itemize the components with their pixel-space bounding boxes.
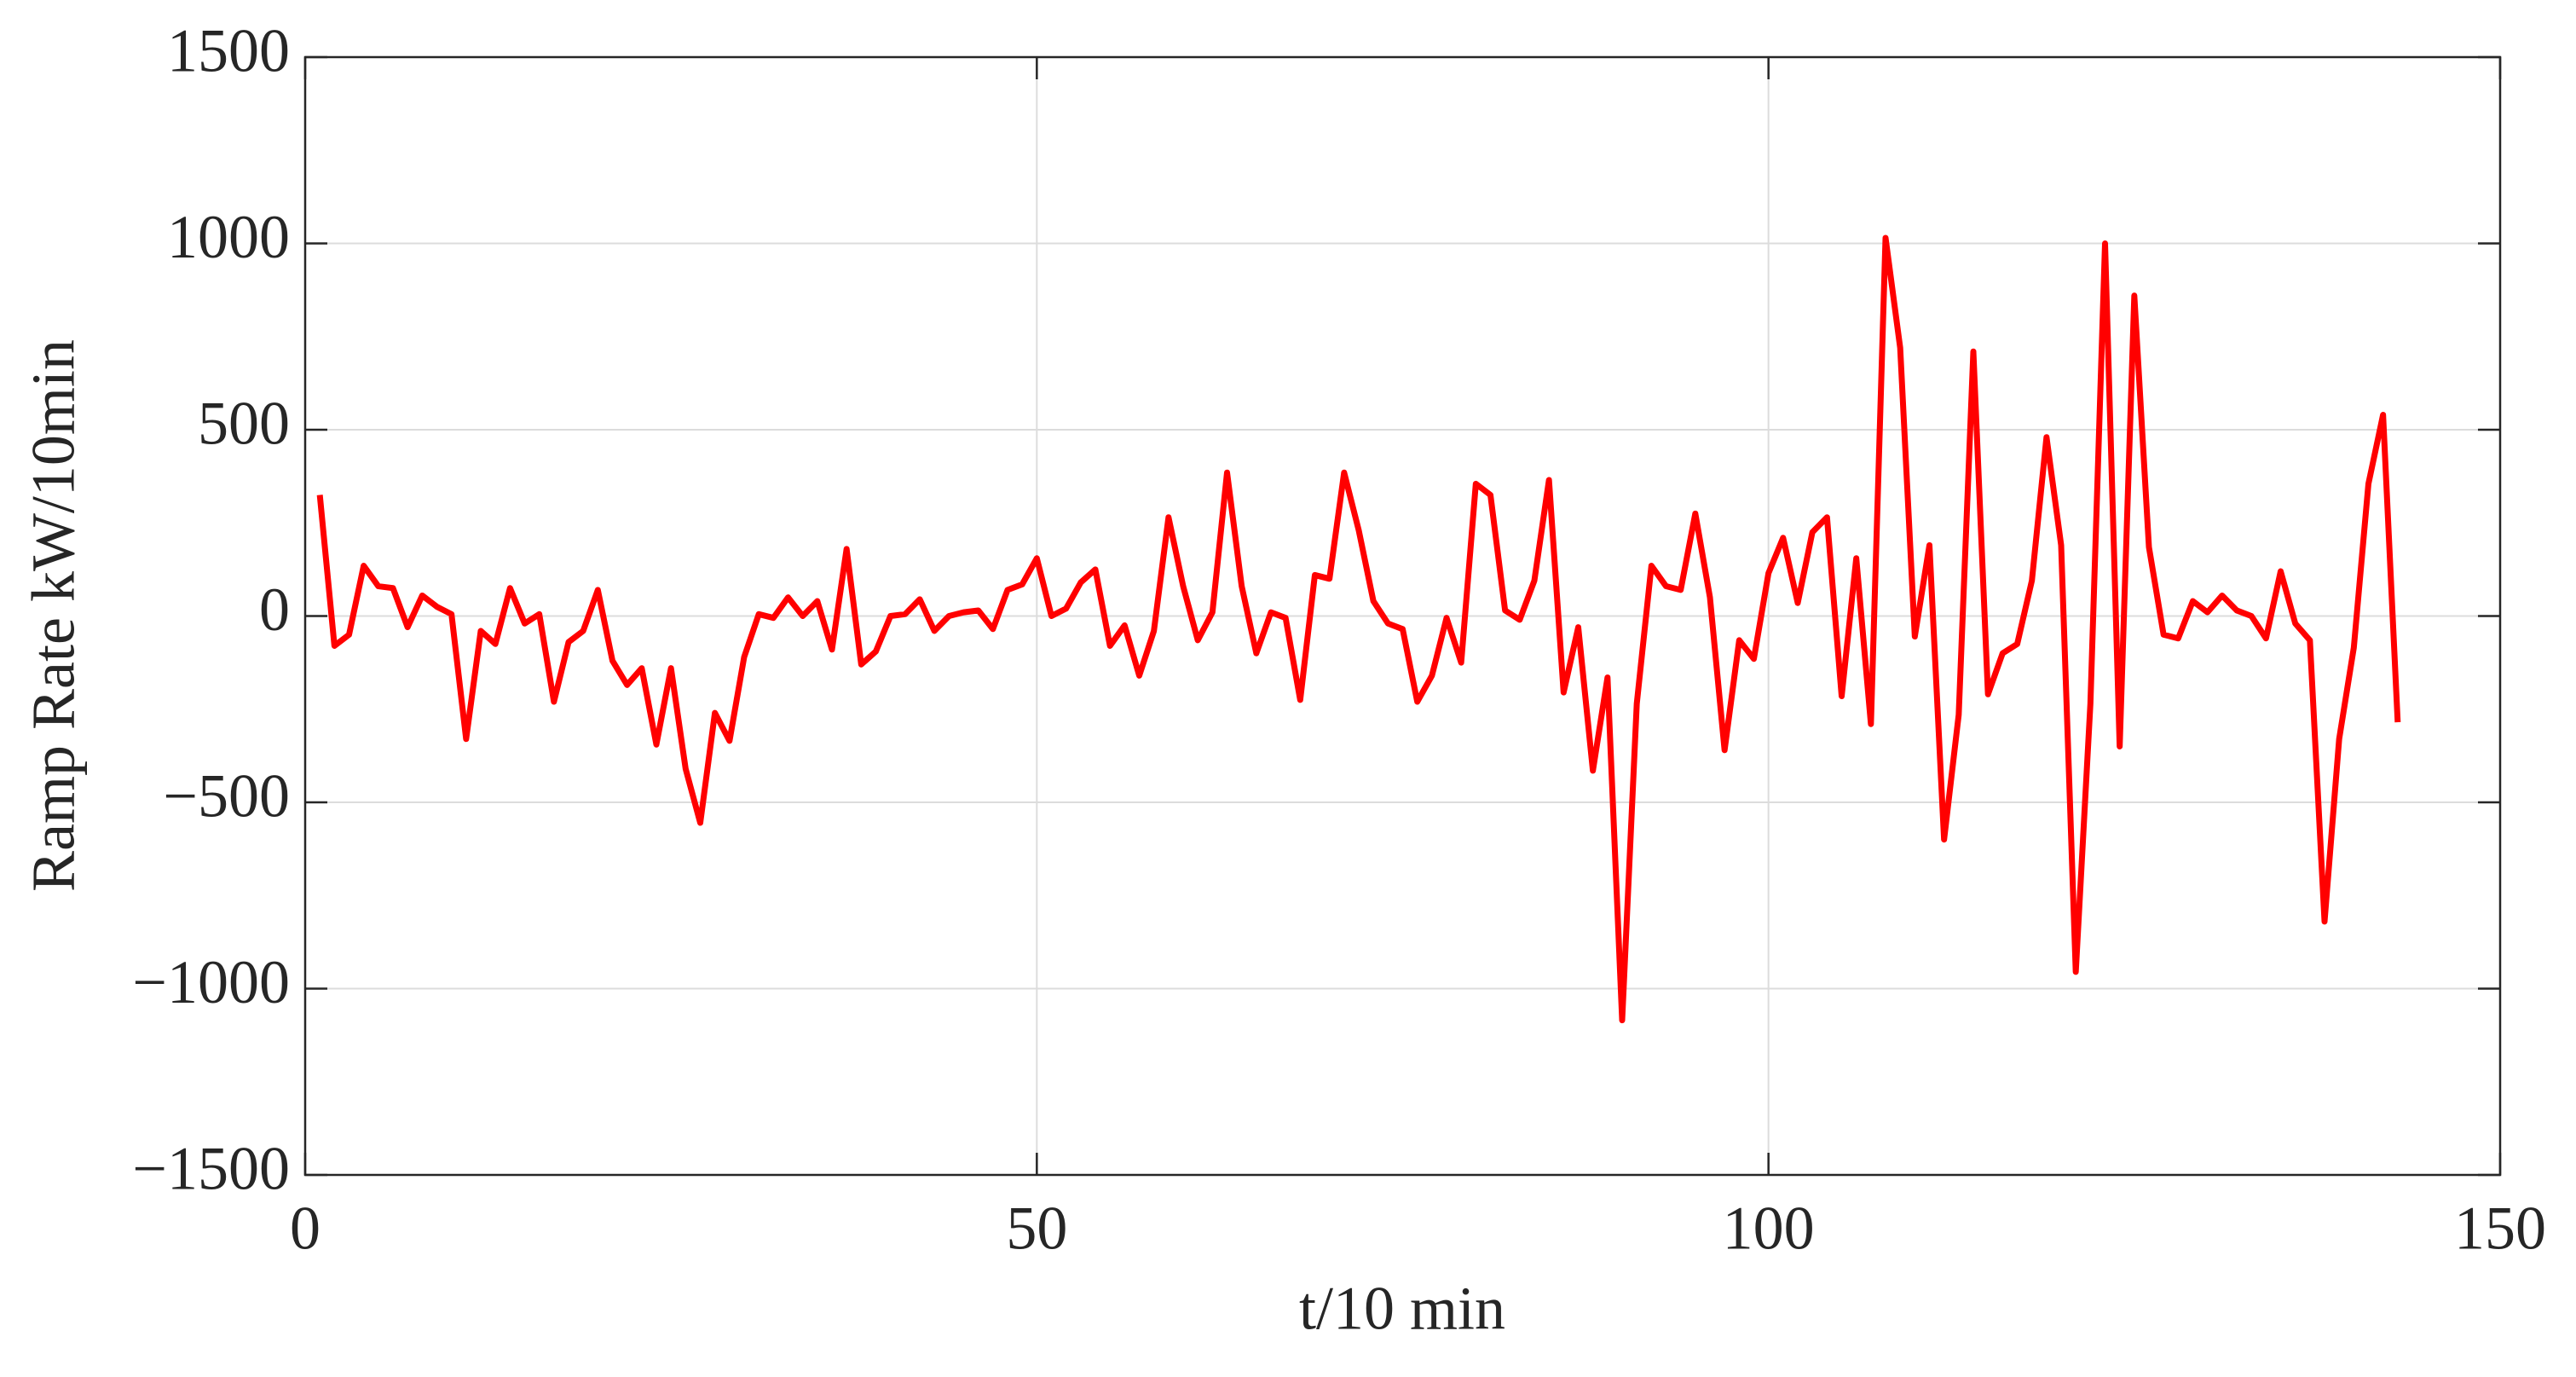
x-tick-label: 150 [2454,1195,2546,1263]
y-axis-label: Ramp Rate kW/10min [20,339,88,892]
data-line [316,234,2401,1024]
x-tick-label: 50 [1006,1195,1067,1263]
y-tick-label: −1500 [132,1135,290,1203]
y-tick-label: 0 [259,576,290,644]
y-tick-label: 1000 [167,203,290,271]
y-tick-label: −500 [163,762,290,830]
x-tick-label: 100 [1723,1195,1815,1263]
plot-frame [303,55,2502,1177]
x-tick-label: 0 [290,1195,321,1263]
y-tick-label: 500 [198,390,290,458]
x-axis-label: t/10 min [1299,1275,1505,1343]
y-tick-label: −1000 [132,948,290,1016]
y-tick-label: 1500 [167,17,290,85]
